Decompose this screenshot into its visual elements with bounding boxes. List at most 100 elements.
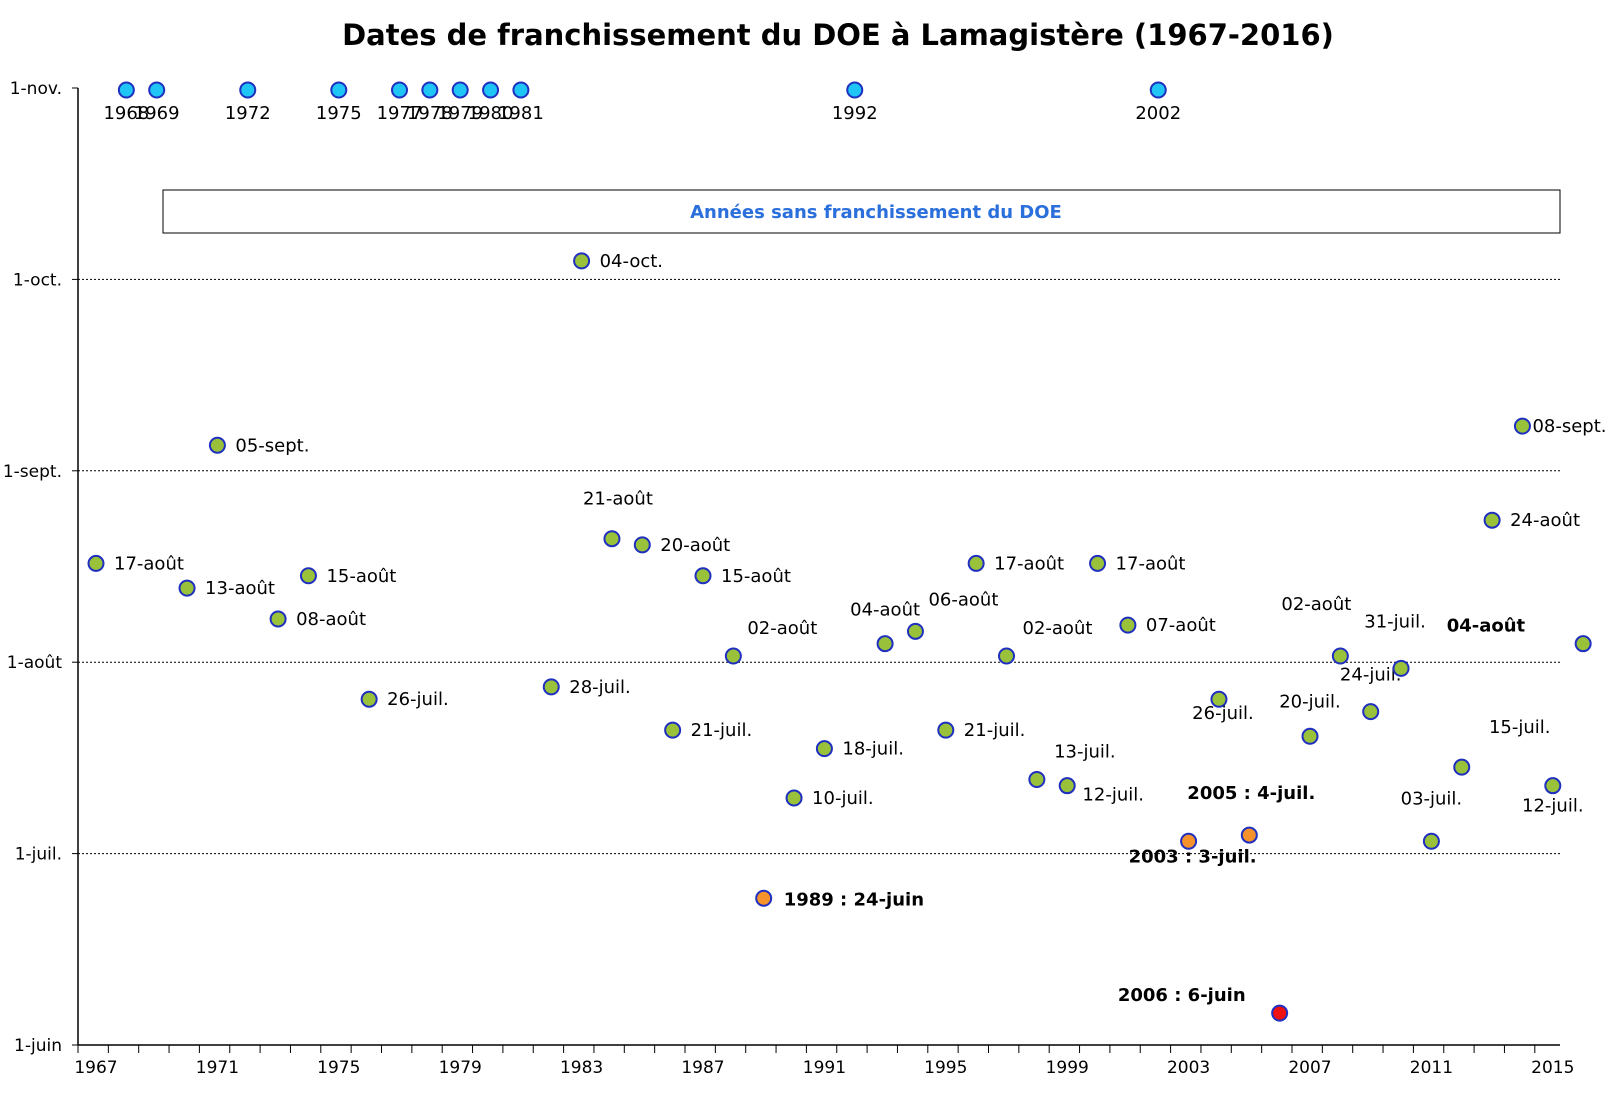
crossing-marker <box>603 530 621 548</box>
crossing-date-label: 08-sept. <box>1532 416 1606 437</box>
crossing-date-label: 13-juil. <box>1054 742 1116 763</box>
no-crossing-year-label: 1978 <box>407 103 453 124</box>
crossing-date-label: 02-août <box>1023 618 1093 639</box>
crossing-date-label: 17-août <box>994 553 1064 574</box>
crossing-marker <box>1331 647 1349 665</box>
x-tick-label: 1999 <box>1046 1058 1089 1078</box>
crossing-marker <box>1058 777 1076 795</box>
crossing-date-label: 24-juil. <box>1340 665 1402 686</box>
crossing-marker <box>876 635 894 653</box>
no-crossing-box-label: Années sans franchissement du DOE <box>690 202 1062 223</box>
crossing-date-label: 15-juil. <box>1489 717 1551 738</box>
crossing-date-label: 02-août <box>1281 594 1351 615</box>
crossing-date-label: 26-juil. <box>1192 703 1254 724</box>
crossing-marker <box>633 536 651 554</box>
crossing-marker <box>664 721 682 739</box>
no-crossing-marker <box>330 81 348 99</box>
crossing-date-label: 05-sept. <box>235 435 309 456</box>
crossing-date-label: 10-juil. <box>812 788 874 809</box>
crossing-marker <box>1089 554 1107 572</box>
axes <box>72 87 1560 1053</box>
crossing-date-label: 26-juil. <box>387 689 449 710</box>
crossing-marker <box>1028 771 1046 789</box>
y-tick-label: 1-août <box>7 653 63 673</box>
crossing-date-label: 08-août <box>296 609 366 630</box>
crossing-date-label: 03-juil. <box>1401 788 1463 809</box>
crossing-date-label: 18-juil. <box>842 739 904 760</box>
crossing-marker <box>1362 703 1380 721</box>
crossing-marker <box>1453 758 1471 776</box>
x-tick-label: 1979 <box>439 1058 482 1078</box>
crossing-marker <box>1483 511 1501 529</box>
no-crossing-marker <box>117 81 135 99</box>
no-crossing-marker <box>391 81 408 99</box>
y-tick-label: 1-juin <box>14 1036 62 1056</box>
crossing-marker <box>1119 616 1137 634</box>
crossing-date-label: 15-août <box>326 566 396 587</box>
no-crossing-year-label: 1975 <box>316 103 362 124</box>
no-crossing-marker <box>239 81 257 99</box>
x-tick-label: 1975 <box>317 1058 360 1078</box>
crossing-marker <box>542 678 560 696</box>
x-tick-label: 1967 <box>74 1058 117 1078</box>
crossing-marker <box>360 690 378 708</box>
no-crossing-marker <box>846 81 864 99</box>
y-tick-label: 1-sept. <box>3 462 62 482</box>
crossing-date-label: 20-août <box>660 535 730 556</box>
y-tick-label: 1-oct. <box>13 270 62 290</box>
no-crossing-marker <box>451 81 469 99</box>
x-tick-label: 1971 <box>196 1058 239 1078</box>
crossing-marker <box>937 721 955 739</box>
x-tick-label: 1991 <box>803 1058 846 1078</box>
crossing-date-label: 28-juil. <box>569 677 631 698</box>
no-crossing-year-label: 1979 <box>437 103 483 124</box>
crossing-date-label: 04-août <box>850 600 920 621</box>
x-tick-label: 2015 <box>1531 1058 1574 1078</box>
x-tick-label: 2003 <box>1167 1058 1210 1078</box>
crossing-date-label: 21-août <box>583 489 653 510</box>
y-tick-label: 1-nov. <box>10 79 62 99</box>
crossing-date-label: 12-juil. <box>1522 796 1584 817</box>
crossing-marker <box>1271 1004 1289 1022</box>
crossing-date-label: 2003 : 3-juil. <box>1129 846 1257 867</box>
crossing-marker <box>1544 777 1562 795</box>
crossing-date-label: 21-juil. <box>691 720 753 741</box>
crossing-date-label: 24-août <box>1510 510 1580 531</box>
x-tick-label: 1987 <box>681 1058 724 1078</box>
crossing-marker <box>755 889 773 907</box>
crossing-date-label: 17-août <box>114 553 184 574</box>
crossing-date-label: 17-août <box>1116 553 1186 574</box>
no-crossing-year-label: 1981 <box>498 103 544 124</box>
no-crossing-year-label: 1992 <box>832 103 878 124</box>
no-crossing-marker <box>1149 81 1167 99</box>
crossing-marker <box>1180 832 1198 850</box>
crossing-date-label: 15-août <box>721 566 791 587</box>
no-crossing-box-frame <box>162 189 1561 234</box>
crossing-date-label: 06-août <box>928 589 998 610</box>
crossing-date-label: 04-oct. <box>600 251 663 272</box>
no-crossing-year-label: 2002 <box>1135 103 1181 124</box>
crossing-marker <box>815 740 833 758</box>
crossing-date-label: 04-août <box>1447 616 1526 637</box>
no-crossing-marker <box>421 81 439 99</box>
crossing-marker <box>573 252 591 270</box>
y-axis-ticks: 1-juin 1-juil. 1-août 1-sept. 1-oct. 1-nov. <box>3 79 62 1056</box>
crossing-date-label: 2006 : 6-juin <box>1118 985 1246 1006</box>
crossing-marker <box>87 554 105 572</box>
no-crossing-year-label: 1969 <box>134 103 180 124</box>
x-tick-label: 2007 <box>1288 1058 1331 1078</box>
crossing-series: 17-août 13-août 05-sept. 08-août 15-août 26-j… <box>87 251 1607 1022</box>
no-crossing-marker <box>148 81 166 99</box>
crossing-marker <box>724 647 742 665</box>
crossing-date-label: 13-août <box>205 578 275 599</box>
crossing-date-label: 2005 : 4-juil. <box>1187 783 1315 804</box>
no-crossing-year-label: 1980 <box>468 103 514 124</box>
crossing-marker <box>906 622 924 640</box>
crossing-date-label: 1989 : 24-juin <box>784 889 924 910</box>
crossing-date-label: 21-juil. <box>964 720 1026 741</box>
crossing-marker <box>785 789 803 807</box>
x-tick-label: 1995 <box>924 1058 967 1078</box>
crossing-marker <box>1422 832 1440 850</box>
crossing-marker <box>1301 727 1319 745</box>
